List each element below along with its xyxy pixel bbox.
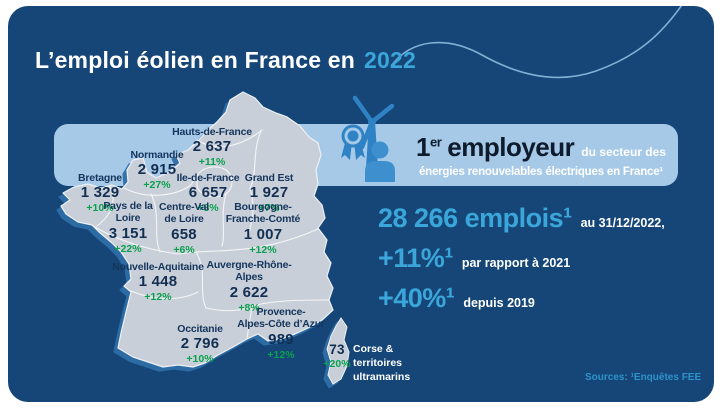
region-value: 1 007 [243, 225, 283, 243]
rank-text: 1er employeur [416, 132, 575, 162]
banner-tagline-2: énergies renouvelables électriques en Fr… [418, 165, 664, 178]
region-label: Auvergne-Rhône- Alpes 2 622 +8% [206, 259, 291, 315]
region-pct: +12% [267, 348, 295, 361]
stage: L’emploi éolien en France en 2022 1er empl… [8, 6, 714, 402]
region-label: Bourgogne- Franche-Comté 1 007 +12% [225, 201, 301, 257]
region-label-corse: 73 +20% [323, 342, 350, 372]
sources-note: Sources: ¹Enquêtes FEE [585, 372, 702, 383]
stat-caption: par rapport à 2021 [461, 256, 571, 270]
region-name: Bretagne [78, 172, 122, 184]
region-pct: +10% [186, 353, 214, 366]
stat-caption: depuis 2019 [463, 296, 535, 310]
corsica-silhouette [326, 317, 350, 385]
title-text: L’emploi éolien en France en [35, 47, 356, 73]
region-pct: +20% [323, 358, 351, 371]
region-value: 658 [171, 225, 197, 243]
region-label: Occitanie 2 796 +10% [177, 323, 223, 367]
region-name: Bourgogne- Franche-Comté [225, 201, 301, 226]
region-name: Hauts-de-France [172, 126, 252, 138]
region-label: Nouvelle-Aquitaine 1 448 +12% [112, 261, 204, 305]
corse-territories-label: Corse & territoires ultramarins [353, 343, 411, 384]
banner-icon-group [341, 95, 395, 182]
region-label: Hauts-de-France 2 637 +11% [172, 126, 252, 170]
region-pct: +3% [197, 202, 219, 215]
region-name: Occitanie [177, 323, 223, 335]
region-name: Grand Est [244, 172, 294, 184]
region-name: Ile-de-France [176, 172, 240, 184]
region-pct: +12% [249, 243, 277, 256]
decorative-wave-line [390, 6, 683, 79]
region-name: Normandie [130, 149, 184, 161]
stat-growth-2019: +40%¹ depuis 2019 [378, 283, 708, 314]
region-pct: +27% [143, 179, 171, 192]
region-value: 2 622 [229, 283, 269, 301]
stat-big-value: +11%¹ [378, 243, 453, 273]
region-pct: +22% [114, 242, 142, 255]
banner-headline: 1er employeur du secteur des [405, 131, 677, 164]
person-icon [365, 141, 395, 182]
region-pct: +6% [173, 243, 195, 256]
region-value: 73 [329, 342, 345, 357]
key-stats: 28 266 emplois¹ au 31/12/2022, +11%¹ par… [378, 203, 708, 323]
region-name: Nouvelle-Aquitaine [112, 261, 204, 273]
stat-growth-2021: +11%¹ par rapport à 2021 [378, 243, 708, 274]
region-value: 1 329 [80, 184, 120, 202]
region-value: 1 927 [249, 184, 289, 202]
region-value: 1 448 [138, 273, 178, 291]
region-value: 989 [268, 330, 294, 348]
region-pct: +10% [86, 202, 114, 215]
region-value: 2 796 [180, 335, 220, 353]
france-map [60, 91, 350, 385]
region-label: Pays de la Loire 3 151 +22% [103, 200, 153, 256]
region-label: Normandie 2 915 +27% [130, 149, 183, 193]
region-value: 3 151 [108, 224, 148, 242]
region-label: Grand Est 1 927 +7% [244, 172, 294, 216]
title-year: 2022 [364, 47, 416, 73]
region-pct: +8% [238, 301, 260, 314]
stat-big-value: +40%¹ [378, 283, 455, 313]
region-pct: +7% [258, 202, 280, 215]
region-name: Auvergne-Rhône- Alpes [206, 259, 292, 284]
region-label: Centre-Val de Loire 658 +6% [159, 201, 209, 257]
region-value: 2 637 [192, 138, 232, 156]
region-label: Provence- Alpes-Côte d’Azur 989 +12% [237, 306, 325, 362]
region-borders [92, 129, 330, 340]
map-artwork [60, 6, 683, 385]
infographic-card: L’emploi éolien en France en 2022 1er empl… [8, 6, 714, 402]
page-title: L’emploi éolien en France en 2022 [35, 47, 416, 74]
banner-text: 1er employeur du secteur des énergies reno… [405, 131, 677, 179]
region-label: Ile-de-France 6 657 +3% [177, 172, 240, 216]
region-label: Bretagne 1 329 +10% [78, 172, 122, 216]
stat-total-jobs: 28 266 emplois¹ au 31/12/2022, [378, 203, 708, 234]
stat-big-value: 28 266 emplois¹ [378, 203, 572, 233]
france-silhouette [60, 91, 334, 368]
region-pct: +11% [198, 156, 226, 169]
region-name: Provence- Alpes-Côte d’Azur [237, 306, 325, 331]
stat-caption: au 31/12/2022, [580, 216, 665, 230]
region-pct: +12% [144, 291, 172, 304]
medal-icon [341, 124, 365, 160]
region-value: 6 657 [188, 184, 228, 202]
region-name: Centre-Val de Loire [159, 201, 209, 226]
region-value: 2 915 [137, 161, 177, 179]
banner-tagline-1: du secteur des [581, 145, 666, 159]
region-name: Pays de la Loire [103, 200, 153, 225]
